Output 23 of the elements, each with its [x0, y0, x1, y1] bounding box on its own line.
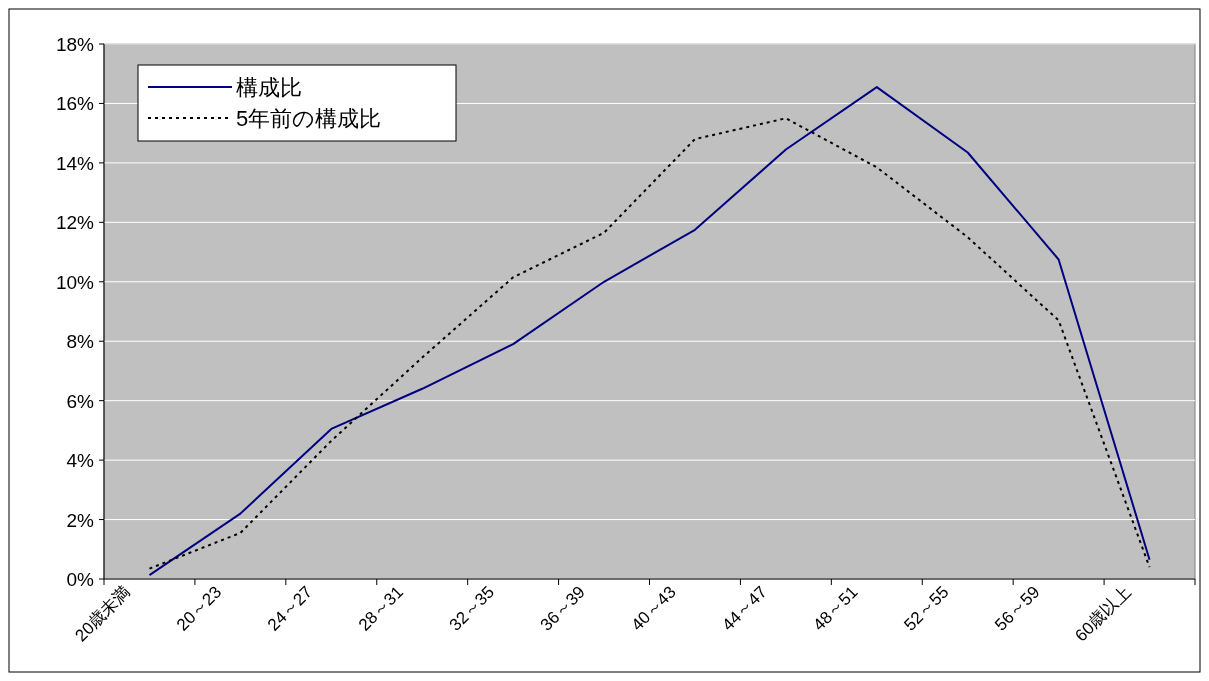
x-tick-label: 44～47	[718, 582, 771, 635]
x-tick-label: 24～27	[263, 582, 317, 635]
y-tick-label: 18%	[55, 34, 95, 55]
legend-label: 5年前の構成比	[236, 106, 382, 131]
y-tick-label: 8%	[66, 331, 95, 353]
y-tick-label: 16%	[55, 93, 95, 115]
y-tick-label: 2%	[66, 509, 95, 531]
legend-label: 構成比	[236, 75, 302, 100]
x-tick-label: 48～51	[809, 582, 862, 635]
y-tick-label: 0%	[66, 569, 95, 590]
x-tick-label: 28～31	[354, 582, 408, 635]
x-tick-label: 40～43	[627, 582, 680, 635]
x-tick-label: 36～39	[536, 582, 589, 635]
x-tick-label: 60歳以上	[1071, 582, 1135, 646]
y-tick-label: 12%	[55, 212, 95, 234]
x-tick-label: 32～35	[445, 582, 498, 635]
y-tick-label: 4%	[66, 450, 95, 472]
y-tick-label: 6%	[66, 390, 95, 412]
y-tick-label: 14%	[55, 152, 95, 174]
x-tick-label: 52～55	[900, 582, 953, 635]
y-tick-label: 10%	[55, 271, 95, 293]
x-tick-label: 20～23	[173, 582, 226, 635]
x-tick-label: 56～59	[991, 582, 1044, 635]
